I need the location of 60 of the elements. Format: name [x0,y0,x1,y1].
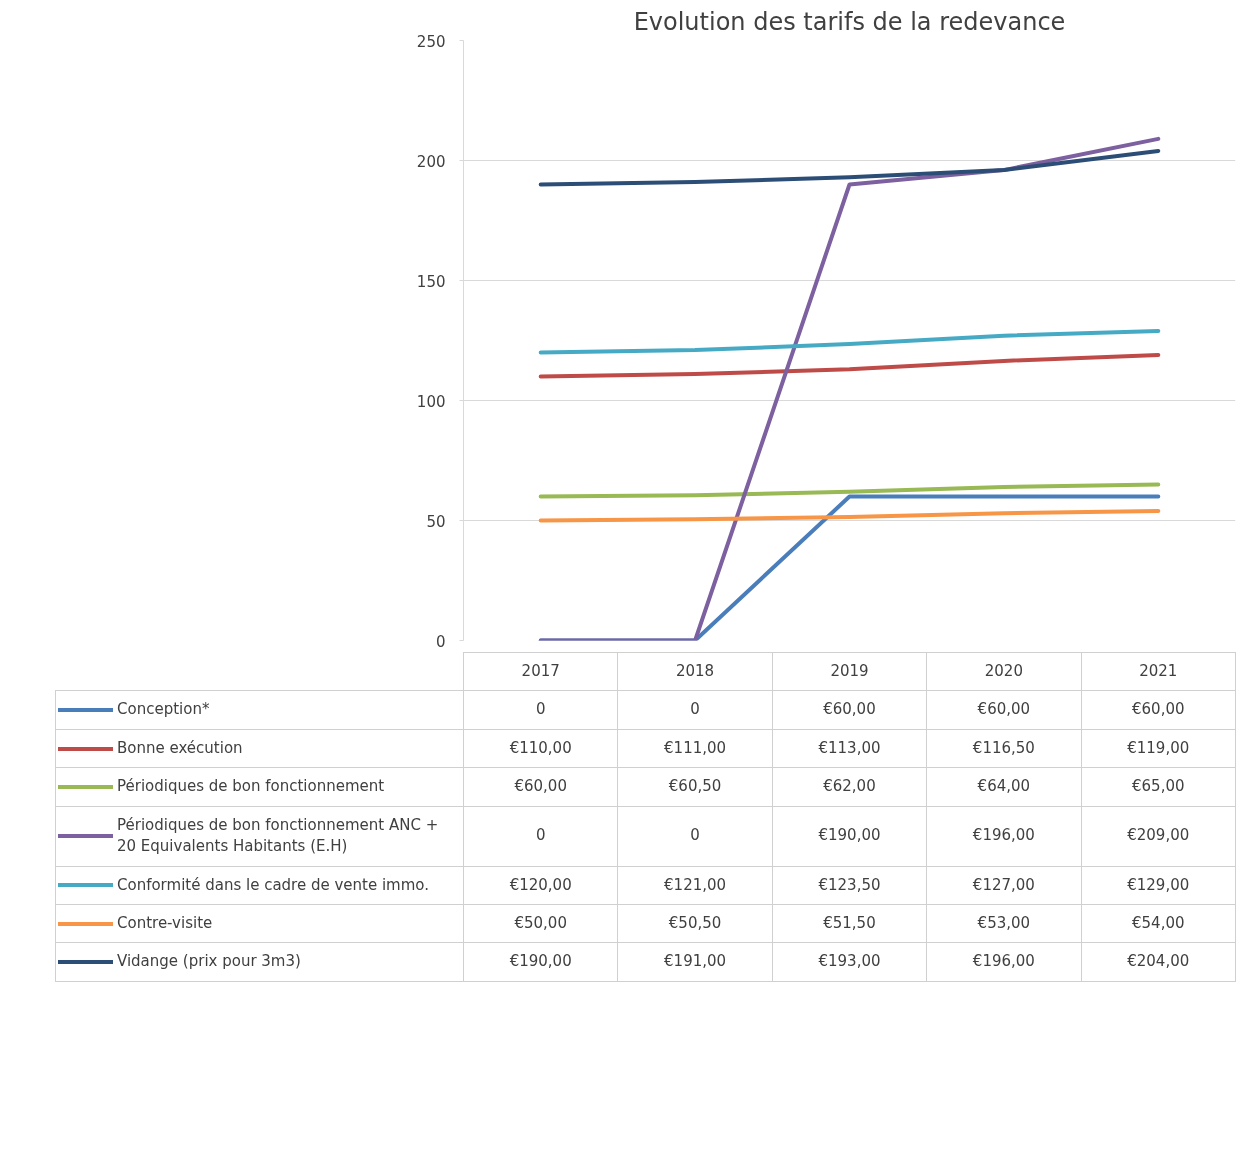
y-tick-label: 0 [435,632,446,651]
legend-label: Conception* [117,699,210,721]
data-label: €121,00 [617,866,773,905]
data-label: €111,00 [617,729,773,768]
data-label: €120,00 [463,866,618,905]
data-label: €50,00 [463,904,618,943]
data-label: €62,00 [772,767,927,807]
data-label: 0 [463,806,618,867]
data-label: €54,00 [1081,904,1236,943]
data-label: €60,00 [772,690,927,730]
data-label: €119,00 [1081,729,1236,768]
chart-title: Evolution des tarifs de la redevance [633,7,1066,36]
data-label: €60,00 [1081,690,1236,730]
x-tick-label: 2021 [1081,652,1236,691]
data-label: €204,00 [1081,942,1236,982]
data-label: €113,00 [772,729,927,768]
data-label: €209,00 [1081,806,1236,867]
data-label: €127,00 [926,866,1082,905]
data-label: €60,50 [617,767,773,807]
data-label: €191,00 [617,942,773,982]
legend-label: Vidange (prix pour 3m3) [117,951,301,973]
x-tick-label: 2020 [926,652,1082,691]
data-label: €116,50 [926,729,1082,768]
x-tick-label: 2018 [617,652,773,691]
y-tick-label: 100 [416,392,446,411]
legend-label: Conformité dans le cadre de vente immo. [117,874,430,896]
data-label: €193,00 [772,942,927,982]
data-label: €123,50 [772,866,927,905]
line-series [538,136,1161,641]
data-label: €60,00 [926,690,1082,730]
line-series [538,328,1161,355]
line-series [538,148,1161,187]
y-tick-label: 150 [416,272,446,291]
x-tick-label: 2019 [772,652,927,691]
y-tick-label: 250 [416,32,446,51]
data-label: €129,00 [1081,866,1236,905]
legend-label: Contre-visite [117,912,213,934]
data-label: €65,00 [1081,767,1236,807]
line-series [538,508,1161,523]
legend-label: Périodiques de bon fonctionnement [117,776,385,798]
data-label: €51,50 [772,904,927,943]
data-label: €196,00 [926,806,1082,867]
legend-label: Bonne exécution [117,737,243,759]
data-label: 0 [617,806,773,867]
data-label: €64,00 [926,767,1082,807]
data-label: €190,00 [463,942,618,982]
y-tick-label: 200 [416,152,446,171]
data-label: €196,00 [926,942,1082,982]
y-tick-label: 50 [426,512,446,531]
data-label: €190,00 [772,806,927,867]
data-label: €110,00 [463,729,618,768]
data-label: €60,00 [463,767,618,807]
legend-label: Périodiques de bon fonctionnement ANC + 20 Equivalents Habitants (E.H) [117,814,440,858]
line-series [538,352,1161,379]
data-label: 0 [463,690,618,730]
x-tick-label: 2017 [463,652,618,691]
line-series [538,482,1161,499]
data-label: €50,50 [617,904,773,943]
data-label: €53,00 [926,904,1082,943]
data-label: 0 [617,690,773,730]
